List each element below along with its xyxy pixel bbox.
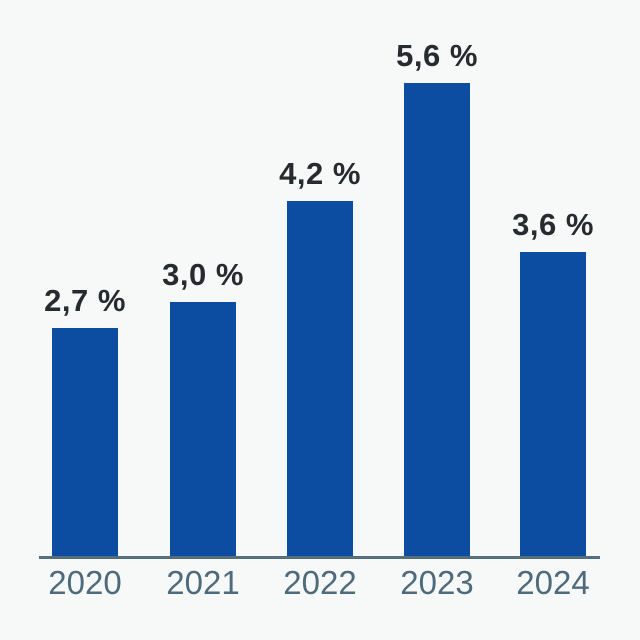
bar-group-2022: 4,2 % 2022 <box>279 158 360 599</box>
bar-group-2023: 5,6 % 2023 <box>396 40 477 599</box>
bar-group-2024: 3,6 % 2024 <box>512 209 593 599</box>
bar-value-label: 4,2 % <box>279 156 361 192</box>
x-axis-tick-label: 2020 <box>48 564 122 601</box>
bar-2022 <box>287 201 353 556</box>
bar-group-2021: 3,0 % 2021 <box>162 259 243 599</box>
x-axis-tick-label: 2022 <box>283 564 357 601</box>
x-axis-line <box>39 556 600 559</box>
bar-group-2020: 2,7 % 2020 <box>44 285 125 599</box>
bar-value-label: 3,6 % <box>512 207 594 243</box>
bar-2020 <box>52 328 118 556</box>
x-axis-tick-label: 2021 <box>166 564 240 601</box>
x-axis-tick-label: 2024 <box>516 564 590 601</box>
bar-2021 <box>170 302 236 556</box>
bar-2023 <box>404 83 470 556</box>
bar-2024 <box>520 252 586 556</box>
bar-value-label: 3,0 % <box>162 257 244 293</box>
x-axis-tick-label: 2023 <box>400 564 474 601</box>
bar-value-label: 5,6 % <box>396 38 478 74</box>
bar-value-label: 2,7 % <box>44 283 126 319</box>
